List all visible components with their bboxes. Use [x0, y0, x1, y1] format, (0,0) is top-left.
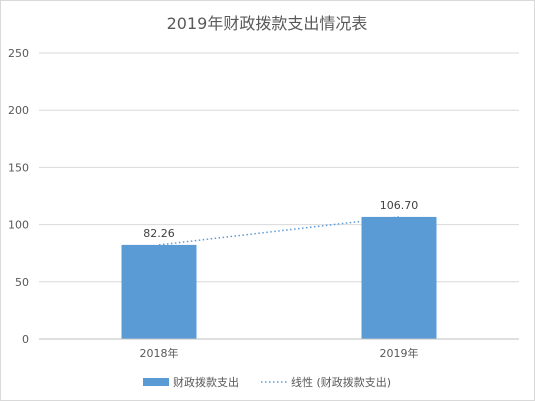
chart-title: 2019年财政拨款支出情况表 [167, 14, 368, 33]
bar [361, 216, 437, 339]
gridlines [39, 52, 519, 283]
x-tick-label: 2019年 [380, 346, 419, 360]
data-label: 82.26 [143, 227, 175, 240]
y-tick-label: 250 [8, 47, 29, 60]
data-label: 106.70 [380, 199, 419, 212]
y-tick-label: 50 [15, 276, 29, 289]
data-labels: 82.26 106.70 [143, 199, 418, 240]
bar [121, 244, 197, 339]
y-tick-label: 0 [22, 333, 29, 346]
x-axis: 2018年 2019年 [39, 338, 519, 360]
legend-swatch-bar [143, 378, 169, 386]
trendline-path [158, 216, 400, 246]
legend-label-bar: 财政拨款支出 [173, 375, 239, 389]
legend-label-trendline: 线性 (财政拨款支出) [291, 375, 391, 389]
y-tick-label: 100 [8, 219, 29, 232]
y-axis: 0 50 100 150 200 250 [8, 47, 29, 346]
legend: 财政拨款支出 线性 (财政拨款支出) [143, 375, 391, 389]
y-tick-label: 150 [8, 161, 29, 174]
trendline [158, 216, 400, 246]
bars [121, 216, 437, 339]
x-tick-label: 2018年 [140, 346, 179, 360]
y-tick-label: 200 [8, 104, 29, 117]
